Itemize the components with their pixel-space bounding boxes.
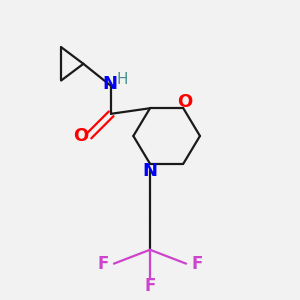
Text: F: F: [191, 255, 203, 273]
Text: O: O: [177, 93, 192, 111]
Text: H: H: [116, 72, 128, 87]
Text: F: F: [97, 255, 109, 273]
Text: F: F: [144, 277, 156, 295]
Text: N: N: [102, 75, 117, 93]
Text: O: O: [73, 127, 88, 145]
Text: N: N: [142, 162, 158, 180]
